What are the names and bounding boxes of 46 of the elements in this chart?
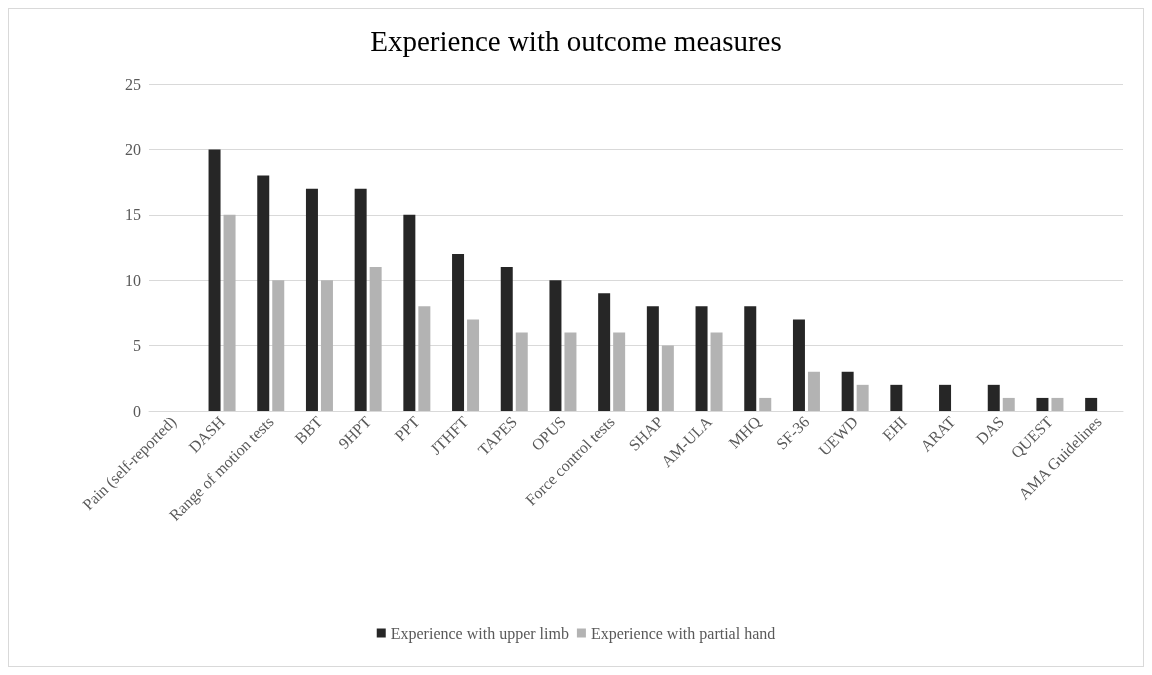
bar — [467, 319, 480, 411]
bar — [792, 319, 805, 411]
y-tick-label: 25 — [125, 75, 141, 93]
bar — [710, 332, 723, 411]
bar — [613, 332, 626, 411]
bar — [807, 371, 820, 411]
legend-label: Experience with upper limb — [390, 624, 569, 643]
bar — [695, 306, 708, 411]
bar — [856, 384, 869, 411]
bar — [500, 267, 513, 411]
bar — [549, 280, 562, 411]
bar — [598, 293, 611, 411]
bar — [564, 332, 577, 411]
bar — [305, 188, 318, 411]
y-tick-label: 15 — [125, 206, 141, 224]
bar — [939, 384, 952, 411]
bar — [1036, 397, 1049, 411]
bar — [272, 280, 285, 411]
y-tick-label: 20 — [125, 140, 141, 158]
bar — [515, 332, 528, 411]
bar — [890, 384, 903, 411]
bar — [403, 214, 416, 411]
y-tick-label: 5 — [133, 337, 141, 355]
bar — [1051, 397, 1064, 411]
chart-title: Experience with outcome measures — [370, 24, 782, 57]
legend-label: Experience with partial hand — [590, 624, 776, 643]
bar — [257, 175, 270, 411]
bar — [1002, 397, 1015, 411]
bar — [987, 384, 1000, 411]
bar — [320, 280, 333, 411]
bar — [208, 149, 221, 411]
y-tick-label: 10 — [125, 271, 141, 289]
bar — [759, 397, 772, 411]
bar — [418, 306, 431, 411]
bar — [841, 371, 854, 411]
bar — [354, 188, 367, 411]
x-tick-label: EHI — [879, 412, 910, 444]
x-tick-label: PPT — [391, 412, 424, 445]
bar — [223, 214, 236, 411]
bar — [661, 345, 674, 411]
y-tick-label: 0 — [133, 402, 141, 420]
bar — [744, 306, 757, 411]
bar — [1085, 397, 1098, 411]
bar — [369, 267, 382, 411]
bar — [646, 306, 659, 411]
bar — [452, 254, 465, 411]
